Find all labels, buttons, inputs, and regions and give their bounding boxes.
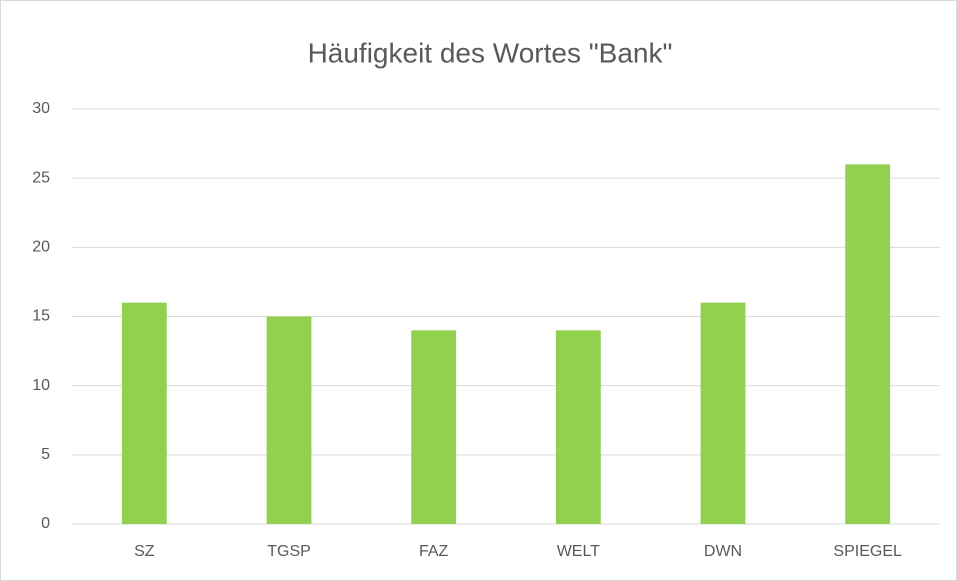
y-tick-label: 20	[32, 239, 50, 256]
bar	[700, 302, 746, 524]
x-tick-label: WELT	[557, 543, 600, 560]
x-tick-label: DWN	[704, 543, 742, 560]
bar	[845, 164, 891, 525]
x-tick-label: FAZ	[419, 543, 449, 560]
bar	[555, 330, 601, 524]
y-tick-label: 25	[32, 169, 50, 186]
y-tick-label: 15	[32, 308, 50, 325]
x-tick-label: SPIEGEL	[833, 543, 902, 560]
bar	[121, 302, 167, 524]
y-tick-label: 5	[41, 446, 50, 463]
y-tick-label: 0	[41, 515, 50, 532]
chart-title: Häufigkeit des Wortes "Bank"	[308, 37, 673, 68]
bar	[266, 316, 312, 524]
x-tick-label: TGSP	[267, 543, 311, 560]
x-tick-label: SZ	[134, 543, 155, 560]
y-tick-label: 30	[32, 100, 50, 117]
y-tick-label: 10	[32, 377, 50, 394]
bar	[411, 330, 457, 524]
